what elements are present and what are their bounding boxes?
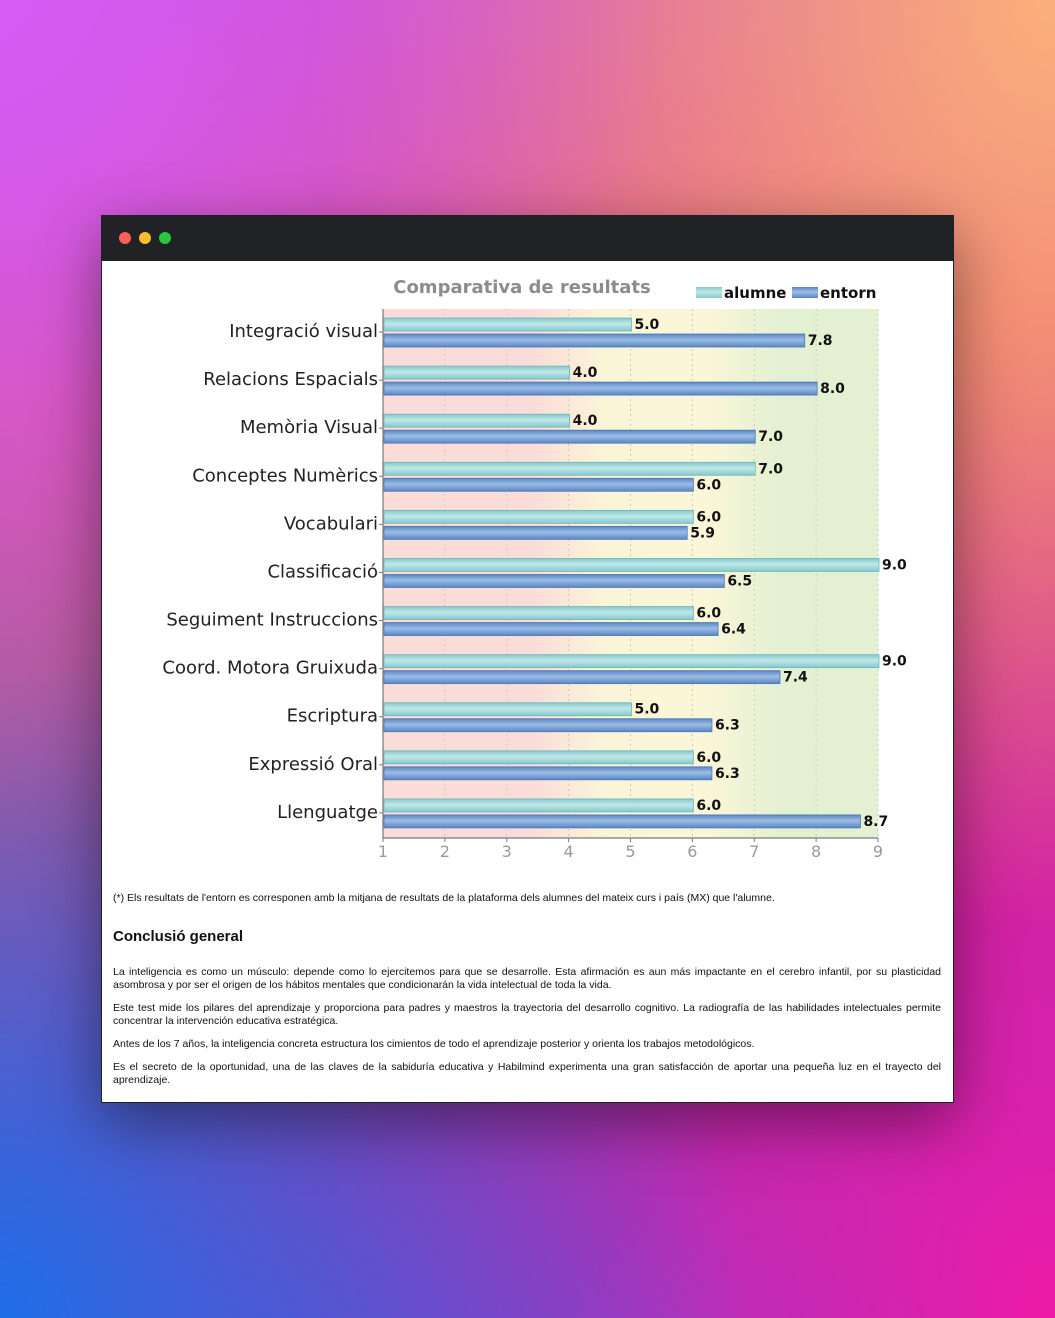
data-label-alumne: 4.0: [573, 413, 598, 429]
data-label-alumne: 6.0: [696, 750, 721, 766]
bar-entorn: [383, 622, 719, 636]
bar-alumne: [383, 317, 632, 332]
conclusion-paragraph: Este test mide los pilares del aprendiza…: [113, 1002, 941, 1027]
chart-footnote: (*) Els resultats de l'entorn es corresp…: [113, 892, 775, 904]
bar-entorn: [383, 670, 781, 685]
x-tick-label: 9: [873, 842, 883, 861]
legend-swatch-alumne: [696, 287, 722, 298]
bar-alumne: [383, 509, 694, 524]
conclusion-paragraph: La inteligencia es como un músculo: depe…: [113, 966, 941, 991]
data-label-entorn: 6.3: [715, 718, 740, 734]
data-label-alumne: 9.0: [882, 557, 907, 573]
data-label-alumne: 6.0: [696, 798, 721, 814]
category-label: Conceptes Numèrics: [192, 465, 378, 486]
bar-entorn: [383, 525, 688, 540]
bar-entorn: [383, 477, 694, 492]
category-label: Coord. Motora Gruixuda: [162, 658, 378, 679]
browser-window: 1 2 3 4 5 6 7 8 9 Integració visual 5.0 7.8 Relacion…: [101, 215, 954, 1103]
data-label-entorn: 7.8: [808, 333, 833, 349]
category-label: Vocabulari: [284, 513, 378, 534]
bar-entorn: [383, 766, 713, 781]
close-window-button[interactable]: [119, 232, 131, 244]
data-label-alumne: 5.0: [635, 702, 660, 718]
bar-entorn: [383, 381, 818, 396]
bar-alumne: [383, 750, 694, 765]
data-label-alumne: 5.0: [635, 317, 660, 333]
category-label: Integració visual: [229, 321, 378, 342]
bar-alumne: [383, 654, 880, 669]
data-label-entorn: 8.0: [820, 381, 845, 397]
x-tick-label: 2: [440, 842, 450, 861]
category-label: Relacions Espacials: [203, 369, 378, 390]
maximize-window-button[interactable]: [159, 232, 171, 244]
x-tick-label: 3: [502, 842, 512, 861]
data-label-alumne: 7.0: [758, 461, 783, 477]
bar-entorn: [383, 574, 725, 588]
x-tick-label: 7: [749, 842, 759, 861]
conclusion-title: Conclusió general: [113, 928, 244, 945]
data-label-entorn: 6.4: [721, 622, 746, 638]
legend-label-entorn: entorn: [820, 284, 876, 302]
bar-entorn: [383, 718, 713, 733]
data-label-alumne: 9.0: [882, 654, 907, 670]
category-label: Llenguatge: [277, 802, 378, 823]
bar-alumne: [383, 798, 694, 813]
data-label-entorn: 6.0: [696, 477, 721, 493]
bar-alumne: [383, 365, 571, 380]
x-tick-label: 5: [625, 842, 635, 861]
bar-alumne: [383, 702, 632, 717]
report-page: 1 2 3 4 5 6 7 8 9 Integració visual 5.0 7.8 Relacion…: [102, 261, 953, 1102]
bar-alumne: [383, 461, 756, 476]
data-label-entorn: 8.7: [863, 814, 888, 830]
x-tick-label: 1: [378, 842, 388, 861]
x-tick-label: 6: [687, 842, 697, 861]
data-label-entorn: 6.3: [715, 766, 740, 782]
data-label-alumne: 4.0: [573, 365, 598, 381]
conclusion-paragraph: Antes de los 7 años, la inteligencia con…: [113, 1038, 755, 1050]
chart-title: Comparativa de resultats: [393, 277, 651, 298]
x-tick-label: 8: [811, 842, 821, 861]
data-label-alumne: 6.0: [696, 509, 721, 525]
data-label-alumne: 6.0: [696, 606, 721, 622]
category-label: Escriptura: [287, 706, 378, 727]
data-label-entorn: 7.0: [758, 429, 783, 445]
category-label: Classificació: [267, 561, 378, 582]
data-label-entorn: 6.5: [727, 573, 752, 589]
comparison-bar-chart: 1 2 3 4 5 6 7 8 9 Integració visual 5.0 7.8 Relacion…: [162, 277, 907, 861]
category-label: Expressió Oral: [248, 754, 378, 775]
category-label: Seguiment Instruccions: [166, 610, 378, 631]
window-titlebar: [102, 216, 953, 261]
minimize-window-button[interactable]: [139, 232, 151, 244]
bar-entorn: [383, 814, 861, 829]
bar-alumne: [383, 558, 880, 572]
bar-entorn: [383, 333, 806, 348]
bar-alumne: [383, 413, 571, 428]
data-label-entorn: 7.4: [783, 670, 808, 686]
bar-entorn: [383, 429, 756, 444]
conclusion-paragraph: Es el secreto de la oportunidad, una de …: [113, 1061, 941, 1086]
legend-swatch-entorn: [792, 287, 818, 298]
data-label-entorn: 5.9: [690, 525, 715, 541]
category-label: Memòria Visual: [240, 417, 378, 438]
x-tick-label: 4: [564, 842, 574, 861]
legend-label-alumne: alumne: [724, 284, 786, 302]
bar-alumne: [383, 606, 694, 620]
